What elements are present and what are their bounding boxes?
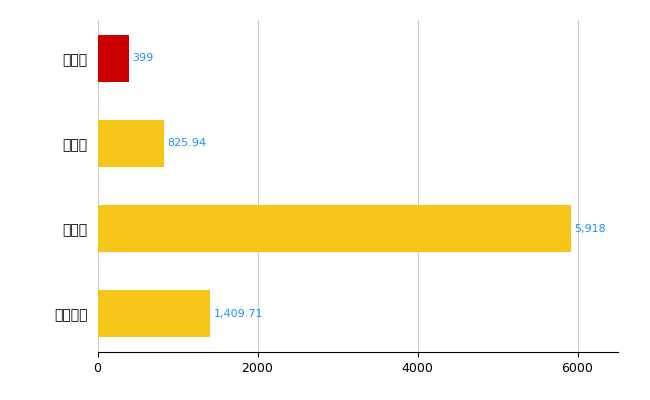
Text: 399: 399 — [133, 54, 154, 64]
Text: 825.94: 825.94 — [167, 138, 206, 148]
Bar — [98, 120, 164, 167]
Text: 5,918: 5,918 — [574, 224, 606, 234]
Bar — [98, 290, 211, 337]
Bar — [98, 205, 571, 252]
Bar — [98, 35, 129, 82]
Text: 1,409.71: 1,409.71 — [213, 308, 263, 318]
